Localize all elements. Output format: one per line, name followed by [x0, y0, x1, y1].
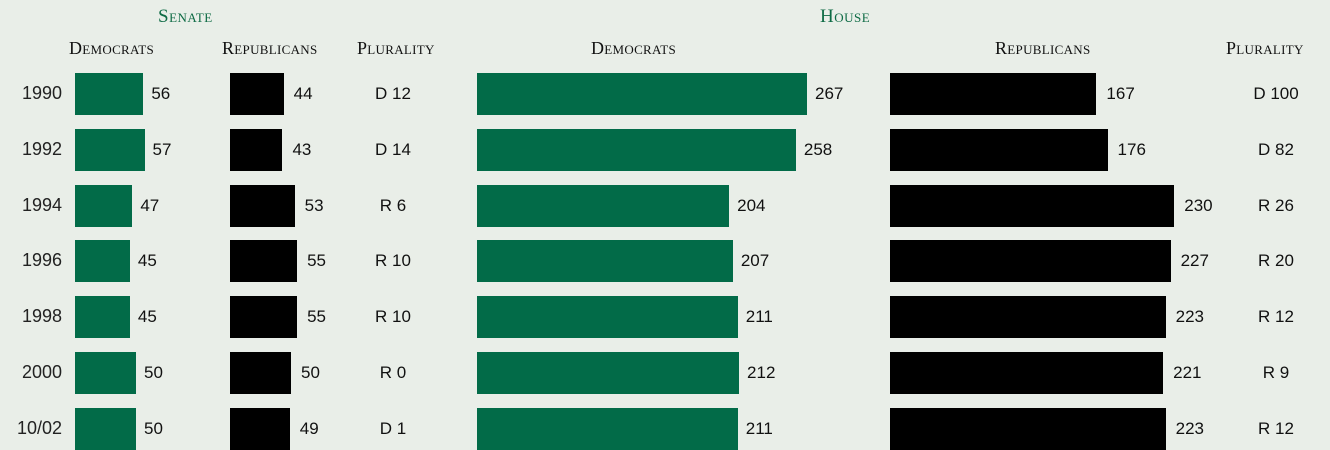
- senate-republican-bar: [230, 407, 290, 450]
- senate-republican-value: 53: [304, 195, 324, 215]
- senate-title: Senate: [158, 6, 213, 27]
- year-label: 10/02: [16, 417, 62, 438]
- senate-republican-bar: [230, 184, 295, 227]
- house-democrat-bar: [477, 352, 740, 394]
- year-label: 1992: [21, 138, 62, 159]
- house-democrat-value: 267: [815, 84, 844, 103]
- senate-democrat-value: 50: [144, 363, 163, 382]
- year-label: 1990: [21, 83, 62, 103]
- house-democrats-header: Democrats: [591, 38, 677, 58]
- senate-democrat-bar: [75, 128, 145, 171]
- house-democrat-bar: [477, 128, 796, 171]
- house-republican-value: 230: [1184, 195, 1213, 215]
- house-plurality-value: R 9: [1262, 363, 1290, 382]
- house-plurality-header: Plurality: [1226, 38, 1304, 58]
- senate-republican-bar: [230, 240, 298, 283]
- senate-republican-value: 44: [293, 84, 313, 103]
- house-democrat-value: 207: [740, 251, 770, 271]
- house-republican-bar: [890, 184, 1175, 227]
- senate-plurality-value: D 14: [375, 139, 411, 159]
- house-title: House: [820, 6, 871, 27]
- house-democrat-bar: [477, 184, 730, 227]
- senate-republican-bar: [230, 73, 284, 115]
- senate-republican-value: 50: [301, 363, 320, 382]
- senate-republican-bar: [230, 352, 291, 394]
- house-democrat-value: 211: [745, 418, 773, 438]
- house-republican-bar: [890, 240, 1171, 283]
- house-republican-value: 227: [1180, 251, 1209, 271]
- house-democrat-value: 212: [747, 363, 776, 382]
- senate-democrat-bar: [75, 73, 144, 115]
- house-republican-bar: [890, 296, 1166, 339]
- house-plurality-value: D 100: [1253, 84, 1299, 103]
- house-democrat-bar: [477, 240, 733, 283]
- house-plurality-value: R 20: [1258, 251, 1294, 271]
- house-republican-value: 221: [1173, 363, 1202, 382]
- senate-democrat-value: 57: [152, 139, 172, 159]
- house-plurality-value: R 12: [1258, 307, 1294, 327]
- house-republican-value: 167: [1106, 84, 1135, 103]
- house-republican-bar: [890, 128, 1108, 171]
- house-republican-value: 223: [1175, 418, 1204, 438]
- senate-plurality-value: R 10: [375, 307, 411, 327]
- senate-republican-value: 49: [299, 418, 319, 438]
- house-plurality-value: D 82: [1258, 139, 1294, 159]
- house-republican-bar: [890, 407, 1166, 450]
- house-republican-value: 223: [1175, 307, 1204, 327]
- senate-plurality-header: Plurality: [357, 38, 435, 58]
- house-republicans-header: Republicans: [995, 38, 1091, 58]
- house-democrat-value: 211: [745, 307, 773, 327]
- house-democrat-bar: [477, 296, 738, 339]
- senate-plurality-value: D 1: [379, 418, 407, 438]
- house-democrat-bar: [477, 73, 807, 115]
- year-label: 2000: [21, 362, 62, 382]
- house-democrat-value: 204: [737, 195, 766, 215]
- senate-democrat-value: 45: [137, 307, 157, 327]
- house-democrat-value: 258: [803, 139, 833, 159]
- house-democrat-bar: [477, 407, 738, 450]
- senate-democrat-bar: [75, 296, 130, 339]
- senate-republican-value: 55: [307, 307, 327, 327]
- senate-democrat-value: 45: [137, 251, 157, 271]
- senate-republicans-header: Republicans: [222, 38, 318, 58]
- house-plurality-value: R 12: [1258, 418, 1294, 438]
- senate-plurality-value: R 0: [379, 363, 407, 382]
- senate-plurality-value: R 6: [379, 195, 407, 215]
- senate-democrat-value: 50: [144, 418, 163, 438]
- senate-republican-value: 55: [307, 251, 327, 271]
- senate-plurality-value: R 10: [375, 251, 411, 271]
- senate-democrats-header: Democrats: [69, 38, 155, 58]
- year-label: 1998: [21, 306, 62, 327]
- house-republican-bar: [890, 352, 1164, 394]
- senate-democrat-bar: [75, 352, 136, 394]
- senate-republican-bar: [230, 128, 283, 171]
- house-plurality-value: R 26: [1258, 195, 1294, 215]
- senate-republican-bar: [230, 296, 298, 339]
- senate-democrat-value: 47: [140, 195, 160, 215]
- year-label: 1996: [21, 250, 62, 271]
- senate-democrat-bar: [75, 184, 133, 227]
- house-republican-value: 176: [1117, 139, 1146, 159]
- senate-plurality-value: D 12: [375, 84, 411, 103]
- senate-democrat-bar: [75, 240, 130, 283]
- year-label: 1994: [21, 194, 62, 215]
- senate-republican-value: 43: [292, 139, 312, 159]
- house-republican-bar: [890, 73, 1097, 115]
- senate-democrat-bar: [75, 407, 136, 450]
- senate-democrat-value: 56: [151, 84, 171, 103]
